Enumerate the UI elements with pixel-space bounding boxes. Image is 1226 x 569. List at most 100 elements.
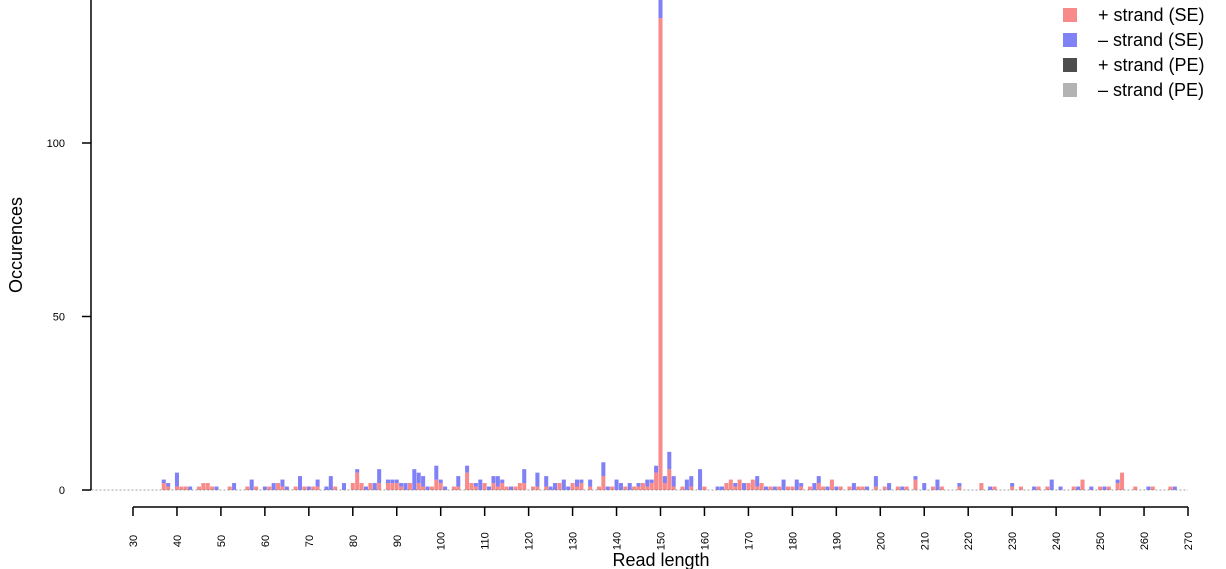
bar-s0-x186: [816, 483, 821, 490]
bar-s0-x250: [1098, 486, 1103, 490]
bar-s1-x145: [636, 483, 641, 487]
bar-s0-x160: [702, 486, 707, 490]
x-tick-label: 80: [348, 535, 360, 547]
bar-s0-x107: [469, 483, 474, 490]
bar-s1-x106: [465, 465, 470, 473]
bar-s0-x48: [210, 486, 215, 490]
bar-s0-x76: [333, 486, 338, 490]
bar-s1-x151: [662, 476, 667, 484]
bar-s0-x151: [662, 483, 667, 490]
x-tick-label: 70: [304, 535, 316, 547]
bar-s0-x46: [201, 483, 206, 490]
bar-s0-x137: [601, 476, 606, 490]
bar-s1-x40: [174, 472, 179, 487]
bar-s0-x148: [649, 483, 654, 490]
bar-s0-x134: [588, 486, 593, 490]
bar-s0-x124: [544, 486, 549, 490]
bar-s1-x267: [1172, 486, 1177, 490]
bar-s0-x136: [596, 486, 601, 490]
bar-s1-x91: [399, 483, 404, 487]
bar-s1-x169: [742, 483, 747, 490]
bar-s1-x152: [667, 451, 672, 470]
bar-s1-x254: [1115, 479, 1120, 484]
bar-s0-x226: [992, 486, 997, 490]
bar-s0-x145: [636, 486, 641, 490]
bar-s0-x196: [860, 486, 865, 490]
bar-s0-x88: [385, 483, 390, 490]
bar-s1-x113: [495, 476, 500, 487]
bar-s0-x146: [640, 483, 645, 490]
bar-s1-x37: [161, 479, 166, 484]
x-tick-label: 90: [392, 535, 404, 547]
bar-s0-x208: [913, 479, 918, 490]
bar-s1-x112: [491, 476, 496, 484]
bar-s0-x191: [838, 486, 843, 490]
bar-s1-x60: [262, 486, 267, 490]
bar-s0-x252: [1106, 486, 1111, 490]
bar-s1-x178: [781, 479, 786, 490]
bar-s1-x176: [772, 486, 777, 490]
x-tick-label: 200: [875, 532, 887, 550]
bar-s0-x139: [610, 486, 615, 490]
bar-s0-x37: [161, 483, 166, 490]
bar-s1-x68: [298, 476, 303, 490]
bar-s1-x138: [605, 486, 610, 490]
bar-s0-x82: [359, 483, 364, 490]
bar-s0-x45: [196, 486, 201, 490]
bars-layer: [161, 0, 1177, 491]
x-tick-label: 100: [436, 532, 448, 550]
bar-s0-x61: [267, 486, 272, 490]
bar-s0-x58: [254, 486, 259, 490]
bar-s0-x199: [873, 486, 878, 490]
bar-s0-x115: [504, 486, 509, 490]
bar-s1-x132: [579, 479, 584, 484]
bar-s1-x194: [851, 483, 856, 490]
bar-s0-x153: [671, 486, 676, 490]
y-tick-label: 0: [59, 485, 65, 497]
bar-s1-x101: [443, 486, 448, 490]
bar-s1-x235: [1032, 486, 1037, 490]
bar-s1-x92: [403, 483, 408, 490]
bar-s1-x108: [473, 483, 478, 487]
bar-s0-x173: [759, 483, 764, 490]
legend-swatch: [1063, 58, 1077, 72]
bar-s0-x266: [1168, 486, 1173, 490]
bar-s0-x84: [368, 483, 373, 490]
bar-s1-x149: [654, 465, 659, 473]
bar-s0-x104: [456, 486, 461, 490]
legend-swatch: [1063, 83, 1077, 97]
legend-label: – strand (SE): [1098, 30, 1204, 50]
bar-s0-x42: [183, 486, 188, 490]
bar-s1-x119: [522, 469, 527, 484]
bar-s0-x67: [293, 486, 298, 490]
bar-s1-x241: [1058, 486, 1063, 490]
bar-s0-x113: [495, 486, 500, 490]
bar-s1-x129: [566, 486, 571, 490]
bar-s0-x100: [438, 483, 443, 490]
x-tick-label: 110: [480, 532, 492, 550]
bar-s0-x157: [689, 486, 694, 490]
bar-s1-x124: [544, 476, 549, 487]
bar-s0-x244: [1071, 486, 1076, 490]
bar-s1-x95: [416, 472, 421, 484]
bar-s1-x225: [988, 486, 993, 490]
bar-s0-x152: [667, 469, 672, 490]
bar-s0-x117: [513, 486, 518, 490]
bar-s0-x41: [179, 486, 184, 490]
x-axis-title: Read length: [612, 550, 709, 569]
bar-s0-x52: [227, 486, 232, 490]
bar-s0-x168: [737, 479, 742, 490]
bar-s1-x141: [618, 483, 623, 490]
bar-s0-x95: [416, 483, 421, 490]
bar-s0-x167: [733, 486, 738, 490]
bar-s1-x65: [284, 486, 289, 490]
bar-s1-x147: [645, 479, 650, 487]
bar-s1-x163: [715, 486, 720, 490]
bar-s0-x232: [1018, 486, 1023, 490]
bar-s1-x137: [601, 462, 606, 477]
bar-s1-x148: [649, 479, 654, 484]
bar-s1-x199: [873, 476, 878, 487]
bar-s0-x131: [574, 486, 579, 490]
bar-s1-x111: [487, 486, 492, 490]
